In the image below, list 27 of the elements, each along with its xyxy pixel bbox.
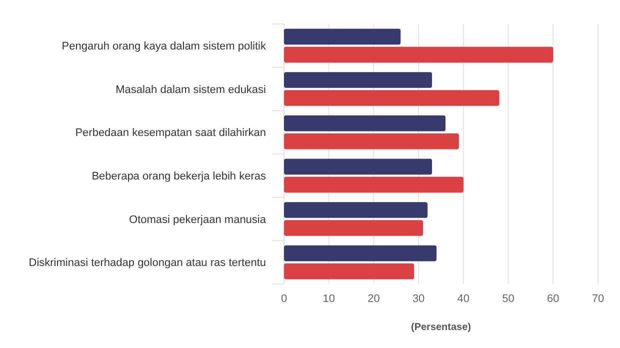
bar — [284, 72, 432, 88]
x-tick-label: 0 — [280, 293, 288, 305]
y-tick-label: Masalah dalam sistem edukasi — [116, 84, 266, 96]
x-tick-label: 60 — [547, 293, 560, 305]
bar — [284, 263, 414, 280]
bar — [284, 46, 554, 63]
y-tick-label: Beberapa orang bekerja lebih keras — [92, 170, 266, 183]
bar — [284, 245, 437, 262]
y-tick-label: Perbedaan kesempatan saat dilahirkan — [75, 127, 266, 140]
y-tick-label: Diskriminasi terhadap golongan atau ras tertentu — [28, 257, 266, 270]
bar — [284, 28, 401, 45]
x-tick-label: 30 — [412, 293, 425, 305]
x-tick-label: 40 — [457, 293, 470, 305]
bar — [284, 220, 424, 236]
bar — [284, 90, 500, 106]
bar — [284, 133, 459, 150]
x-tick-label: 70 — [592, 293, 604, 305]
x-tick-label: 50 — [502, 293, 514, 305]
bar — [284, 176, 464, 193]
x-tick-label: 10 — [322, 293, 335, 305]
y-tick-label: Pengaruh orang kaya dalam sistem politik — [62, 40, 266, 53]
bar — [284, 115, 446, 132]
y-tick-label: Otomasi pekerjaan manusia — [129, 214, 267, 226]
bar — [284, 158, 432, 175]
x-tick-label: 20 — [368, 293, 380, 305]
bar — [284, 202, 428, 218]
x-axis-title: (Persentase) — [410, 322, 472, 333]
